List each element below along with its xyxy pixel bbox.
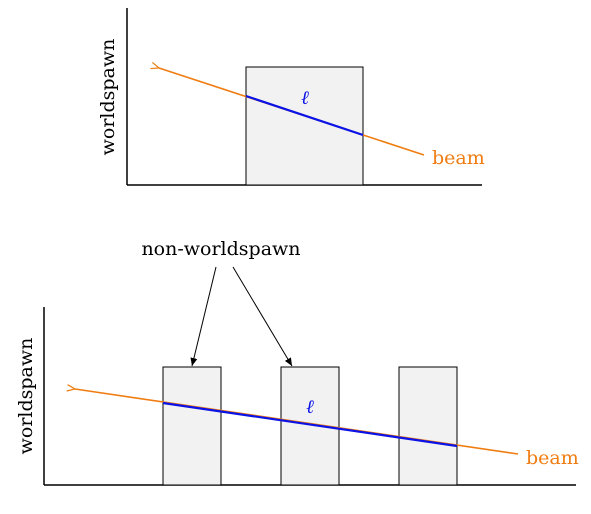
bottom-box-1	[162, 366, 222, 486]
top-panel: ℓ beam worldspawn	[97, 8, 485, 186]
non-worldspawn-callout: non-worldspawn	[141, 238, 300, 260]
bottom-beam-label: beam	[526, 447, 579, 469]
bottom-segment-line	[162, 401, 458, 448]
bottom-box-3	[398, 366, 458, 486]
bottom-panel: ℓ beam worldspawn non-worldspawn	[15, 238, 579, 486]
top-segment-line	[245, 94, 364, 137]
callout-arrow-1	[190, 266, 217, 367]
bottom-y-label: worldspawn	[15, 338, 37, 455]
top-segment-label: ℓ	[301, 87, 309, 109]
top-y-label: worldspawn	[97, 39, 119, 156]
callout-arrow-2	[232, 266, 293, 367]
bottom-segment-label: ℓ	[306, 396, 314, 418]
top-beam-label: beam	[432, 147, 485, 169]
top-non-worldspawn-box	[245, 66, 364, 186]
